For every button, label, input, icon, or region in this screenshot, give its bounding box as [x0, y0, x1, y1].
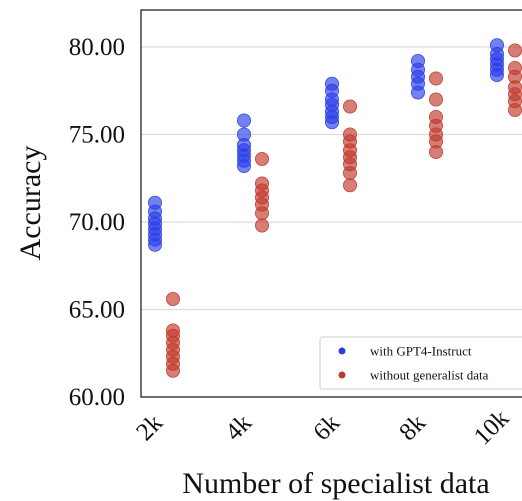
x-tick-label: 2k: [131, 409, 168, 446]
plot-frame: [140, 9, 522, 398]
data-point-without-generalist: [428, 71, 443, 86]
data-point-gpt4-instruct: [324, 76, 339, 91]
data-point-without-generalist: [342, 178, 357, 193]
data-point-without-generalist: [507, 61, 522, 76]
legend-box: [319, 336, 522, 390]
data-point-gpt4-instruct: [147, 195, 162, 210]
data-point-without-generalist: [165, 291, 180, 306]
y-axis-title: Accuracy: [14, 146, 47, 261]
x-axis-title: Number of specialist data: [182, 467, 489, 500]
legend-label-gpt4-instruct: with GPT4-Instruct: [370, 344, 472, 359]
data-points: [147, 38, 522, 378]
x-tick-label: 4k: [220, 409, 257, 446]
y-tick-label: 60.00: [69, 384, 125, 411]
data-point-without-generalist: [342, 99, 357, 114]
y-tick-label: 65.00: [69, 297, 125, 324]
y-tick-label: 75.00: [69, 122, 125, 149]
data-point-gpt4-instruct: [410, 54, 425, 69]
x-tick-label: 6k: [308, 409, 345, 446]
y-tick-labels: 60.00 65.00 70.00 75.00 80.00: [69, 34, 125, 411]
legend: with GPT4-Instruct without generalist da…: [319, 336, 522, 390]
legend-marker-without-generalist: [338, 371, 346, 379]
y-tick-label: 70.00: [69, 209, 125, 236]
grid-lines: [141, 46, 522, 311]
data-point-without-generalist: [428, 110, 443, 125]
data-point-without-generalist: [254, 218, 269, 233]
legend-label-without-generalist: without generalist data: [370, 368, 489, 383]
data-point-gpt4-instruct: [236, 127, 251, 142]
data-point-without-generalist: [507, 43, 522, 58]
data-point-without-generalist: [165, 323, 180, 338]
x-tick-label: 8k: [394, 409, 431, 446]
data-point-without-generalist: [428, 92, 443, 107]
x-tick-label: 10k: [469, 405, 515, 451]
data-point-gpt4-instruct: [489, 38, 504, 53]
data-point-without-generalist: [254, 151, 269, 166]
data-point-without-generalist: [342, 127, 357, 142]
legend-marker-gpt4-instruct: [338, 347, 346, 355]
x-tick-labels: 2k 4k 6k 8k 10k: [131, 405, 515, 451]
data-point-without-generalist: [254, 176, 269, 191]
data-point-gpt4-instruct: [236, 113, 251, 128]
y-tick-label: 80.00: [69, 34, 125, 61]
